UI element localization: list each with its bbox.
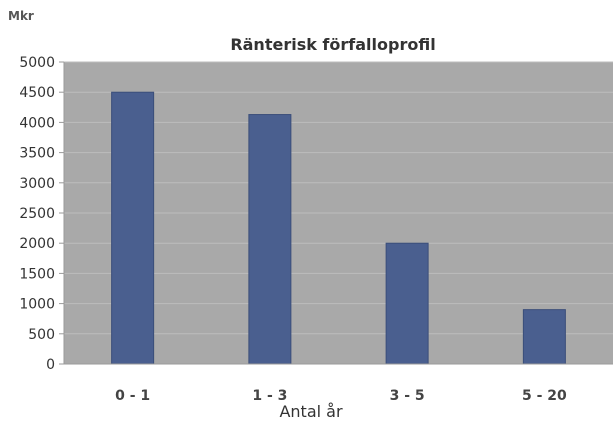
y-tick-label: 3500 [19, 146, 55, 162]
y-tick-label: 0 [46, 357, 55, 373]
y-tick-label: 1000 [19, 297, 55, 313]
bar-4 [522, 309, 566, 365]
y-unit-label: Mkr [8, 9, 34, 23]
x-tick-label: 5 - 20 [522, 388, 567, 404]
y-tick-label: 5000 [19, 55, 55, 71]
x-axis-label: Antal år [279, 402, 343, 421]
bars [111, 91, 566, 365]
x-tick-label: 3 - 5 [390, 388, 425, 404]
x-tick-label: 1 - 3 [252, 388, 287, 404]
x-tick-labels: 0 - 1 1 - 3 3 - 5 5 - 20 [115, 388, 567, 404]
y-tick-label: 3000 [19, 176, 55, 192]
y-tick-label: 4500 [19, 85, 55, 101]
bar-1 [111, 91, 155, 365]
y-tick-label: 2500 [19, 206, 55, 222]
x-tick-label: 0 - 1 [115, 388, 150, 404]
y-tick-labels: 0 500 1000 1500 2000 2500 3000 3500 4000 4500 5000 [19, 55, 64, 373]
y-tick-label: 1500 [19, 266, 55, 282]
bar-2 [248, 114, 292, 365]
chart-title: Ränterisk förfalloprofil [230, 35, 435, 54]
y-tick-label: 2000 [19, 236, 55, 252]
y-tick-label: 500 [28, 327, 55, 343]
y-tick-label: 4000 [19, 115, 55, 131]
gridlines [64, 61, 613, 335]
bar-3 [385, 242, 429, 365]
